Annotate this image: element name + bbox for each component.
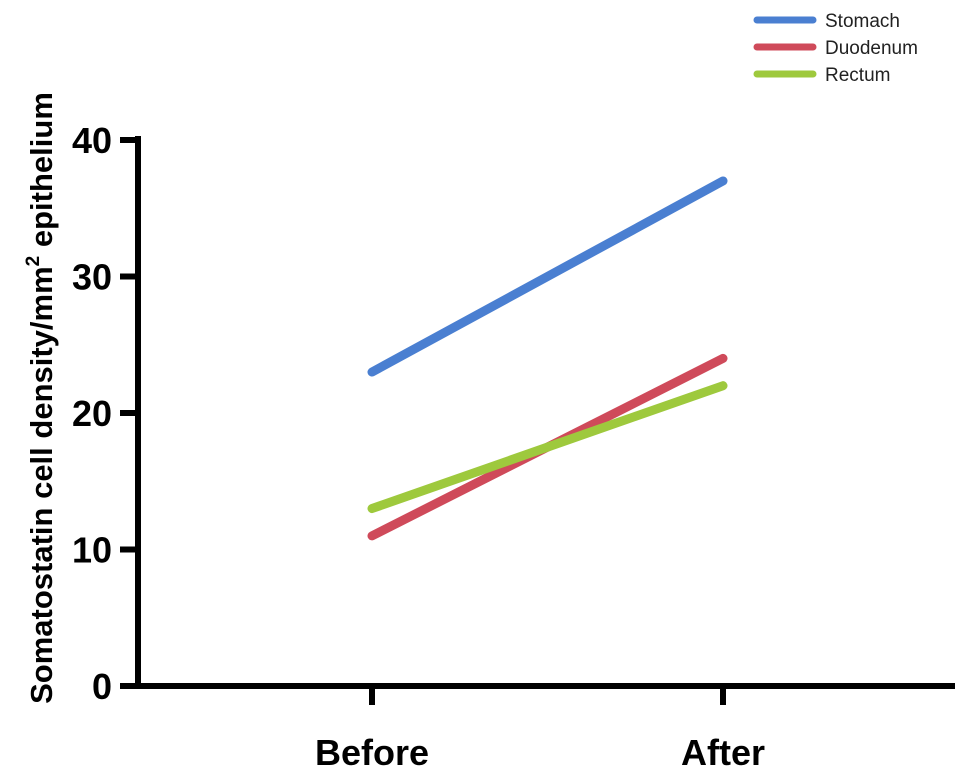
- legend-label-stomach: Stomach: [825, 11, 900, 32]
- y-axis-title-superscript: 2: [23, 256, 44, 267]
- x-ticks: Before After: [315, 686, 765, 773]
- y-tick-label: 0: [92, 666, 112, 707]
- x-tick-label: Before: [315, 732, 429, 773]
- y-ticks: 0 10 20 30 40: [72, 120, 138, 707]
- y-tick-label: 10: [72, 530, 112, 571]
- series-line-rectum: [367, 381, 728, 514]
- y-tick-label: 30: [72, 257, 112, 298]
- legend-label-duodenum: Duodenum: [825, 38, 918, 59]
- y-axis-title: Somatostatin cell density/mm2 epithelium: [23, 92, 59, 704]
- legend: Stomach Duodenum Rectum: [753, 11, 918, 86]
- y-tick-label: 20: [72, 393, 112, 434]
- series-lines: [367, 176, 728, 541]
- y-axis-title-main: Somatostatin cell density/mm: [24, 266, 59, 704]
- legend-label-rectum: Rectum: [825, 65, 890, 86]
- x-tick-label: After: [681, 732, 765, 773]
- y-tick-label: 40: [72, 120, 112, 161]
- series-line-stomach: [367, 176, 728, 377]
- y-axis-title-tail: epithelium: [24, 92, 59, 256]
- axes: [135, 136, 955, 689]
